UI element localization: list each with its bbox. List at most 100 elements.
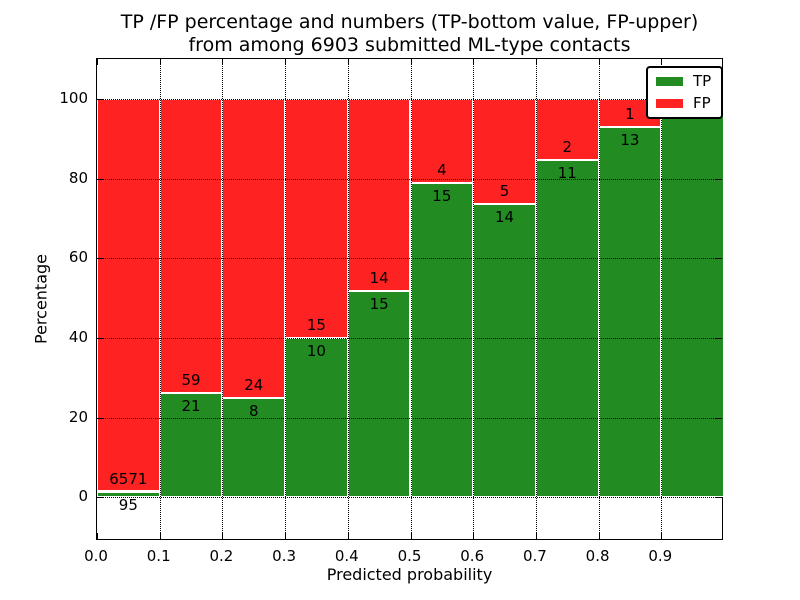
bar-segment-tp	[661, 98, 724, 498]
x-tick	[410, 533, 412, 539]
tp-count-label: 11	[557, 164, 577, 183]
x-tick	[159, 533, 161, 539]
gridline-h	[97, 258, 722, 260]
gridline-v	[410, 59, 412, 539]
tp-count-label: 15	[432, 186, 452, 205]
tp-count-label: 8	[248, 401, 259, 420]
tp-count-label: 21	[181, 396, 201, 415]
plot-area: 65719559212481510141541551421111306	[96, 58, 724, 540]
tp-count-label: 14	[495, 207, 515, 226]
y-tick-label: 0	[78, 487, 88, 506]
tp-count-label: 95	[118, 495, 138, 514]
bar-segment-tp	[97, 491, 160, 498]
y-tick-label: 60	[68, 248, 88, 267]
fp-count-label: 4	[437, 160, 447, 179]
y-tick-right	[716, 497, 722, 499]
gridline-v	[222, 59, 224, 539]
y-tick-label: 100	[59, 88, 88, 107]
x-tick-top	[473, 59, 475, 65]
x-tick-top	[410, 59, 412, 65]
y-tick	[97, 258, 103, 260]
bar-segment-tp	[598, 127, 662, 498]
gridline-h	[97, 417, 722, 419]
x-tick-top	[159, 59, 161, 65]
bar-segment-fp	[97, 98, 160, 492]
gridline-v	[661, 59, 663, 539]
fp-count-label: 1	[625, 105, 635, 124]
tp-count-label: 10	[306, 341, 326, 360]
x-tick	[661, 533, 663, 539]
x-tick-label: 0.6	[460, 547, 485, 565]
bar-segment-fp	[410, 98, 474, 183]
gridline-v	[473, 59, 475, 539]
x-tick	[535, 533, 537, 539]
legend: TP FP	[646, 66, 724, 119]
x-tick	[285, 533, 287, 539]
y-tick	[97, 178, 103, 180]
x-tick-label: 0.3	[272, 547, 297, 565]
fp-count-label: 14	[369, 269, 389, 288]
y-tick-label: 80	[68, 168, 88, 187]
gridline-h	[97, 337, 722, 339]
gridline-h	[97, 178, 722, 180]
y-tick-right	[716, 258, 722, 260]
bar-segment-fp	[159, 98, 223, 393]
x-axis-label: Predicted probability	[326, 565, 493, 584]
chart-title-line2: from among 6903 submitted ML-type contac…	[188, 34, 631, 56]
chart-title-line1: TP /FP percentage and numbers (TP-bottom…	[120, 11, 699, 33]
x-tick-top	[285, 59, 287, 65]
y-tick	[97, 98, 103, 100]
x-tick-label: 0.2	[209, 547, 234, 565]
x-tick-top	[222, 59, 224, 65]
bar-segment-fp	[347, 98, 411, 292]
x-tick-top	[97, 59, 98, 65]
bar-segment-tp	[347, 291, 411, 498]
fp-count-label: 15	[306, 315, 326, 334]
x-tick-label: 0.4	[334, 547, 359, 565]
y-tick-right	[716, 417, 722, 419]
fp-count-label: 24	[244, 375, 264, 394]
legend-label: TP	[693, 72, 712, 90]
x-tick-top	[535, 59, 537, 65]
legend-item: TP	[656, 73, 711, 90]
fp-count-label: 59	[181, 370, 201, 389]
bar-segment-fp	[222, 98, 286, 398]
bar-segment-tp	[410, 182, 474, 498]
y-tick-label: 20	[68, 407, 88, 426]
gridline-h	[97, 497, 722, 499]
y-tick	[97, 417, 103, 419]
x-tick-label: 0.7	[522, 547, 547, 565]
x-tick-label: 0.5	[397, 547, 422, 565]
tp-count-label: 13	[620, 131, 640, 150]
y-tick	[97, 497, 103, 499]
gridline-v	[347, 59, 349, 539]
x-tick-label: 0.9	[648, 547, 673, 565]
x-tick-label: 0.8	[585, 547, 610, 565]
y-axis-label: Percentage	[31, 254, 51, 345]
x-tick	[222, 533, 224, 539]
bar-segment-tp	[535, 160, 599, 498]
chart-title: TP /FP percentage and numbers (TP-bottom…	[96, 11, 723, 57]
gridline-v	[535, 59, 537, 539]
x-tick-top	[598, 59, 600, 65]
legend-swatch	[656, 77, 683, 86]
bar-segment-fp	[535, 98, 599, 161]
gridline-v	[285, 59, 287, 539]
bar-segment-tp	[159, 392, 223, 498]
legend-item: FP	[656, 95, 711, 112]
x-tick	[347, 533, 349, 539]
legend-label: FP	[693, 94, 711, 112]
gridline-v	[159, 59, 161, 539]
fp-count-label: 2	[562, 138, 573, 157]
y-tick-right	[716, 337, 722, 339]
gridline-h	[97, 98, 722, 100]
y-tick	[97, 337, 103, 339]
x-tick-label: 0.0	[84, 547, 108, 565]
y-tick-right	[716, 178, 722, 180]
y-tick-label: 40	[68, 327, 88, 346]
fp-count-label: 6571	[109, 469, 148, 488]
x-tick	[598, 533, 600, 539]
x-tick	[473, 533, 475, 539]
x-tick-top	[661, 59, 663, 65]
